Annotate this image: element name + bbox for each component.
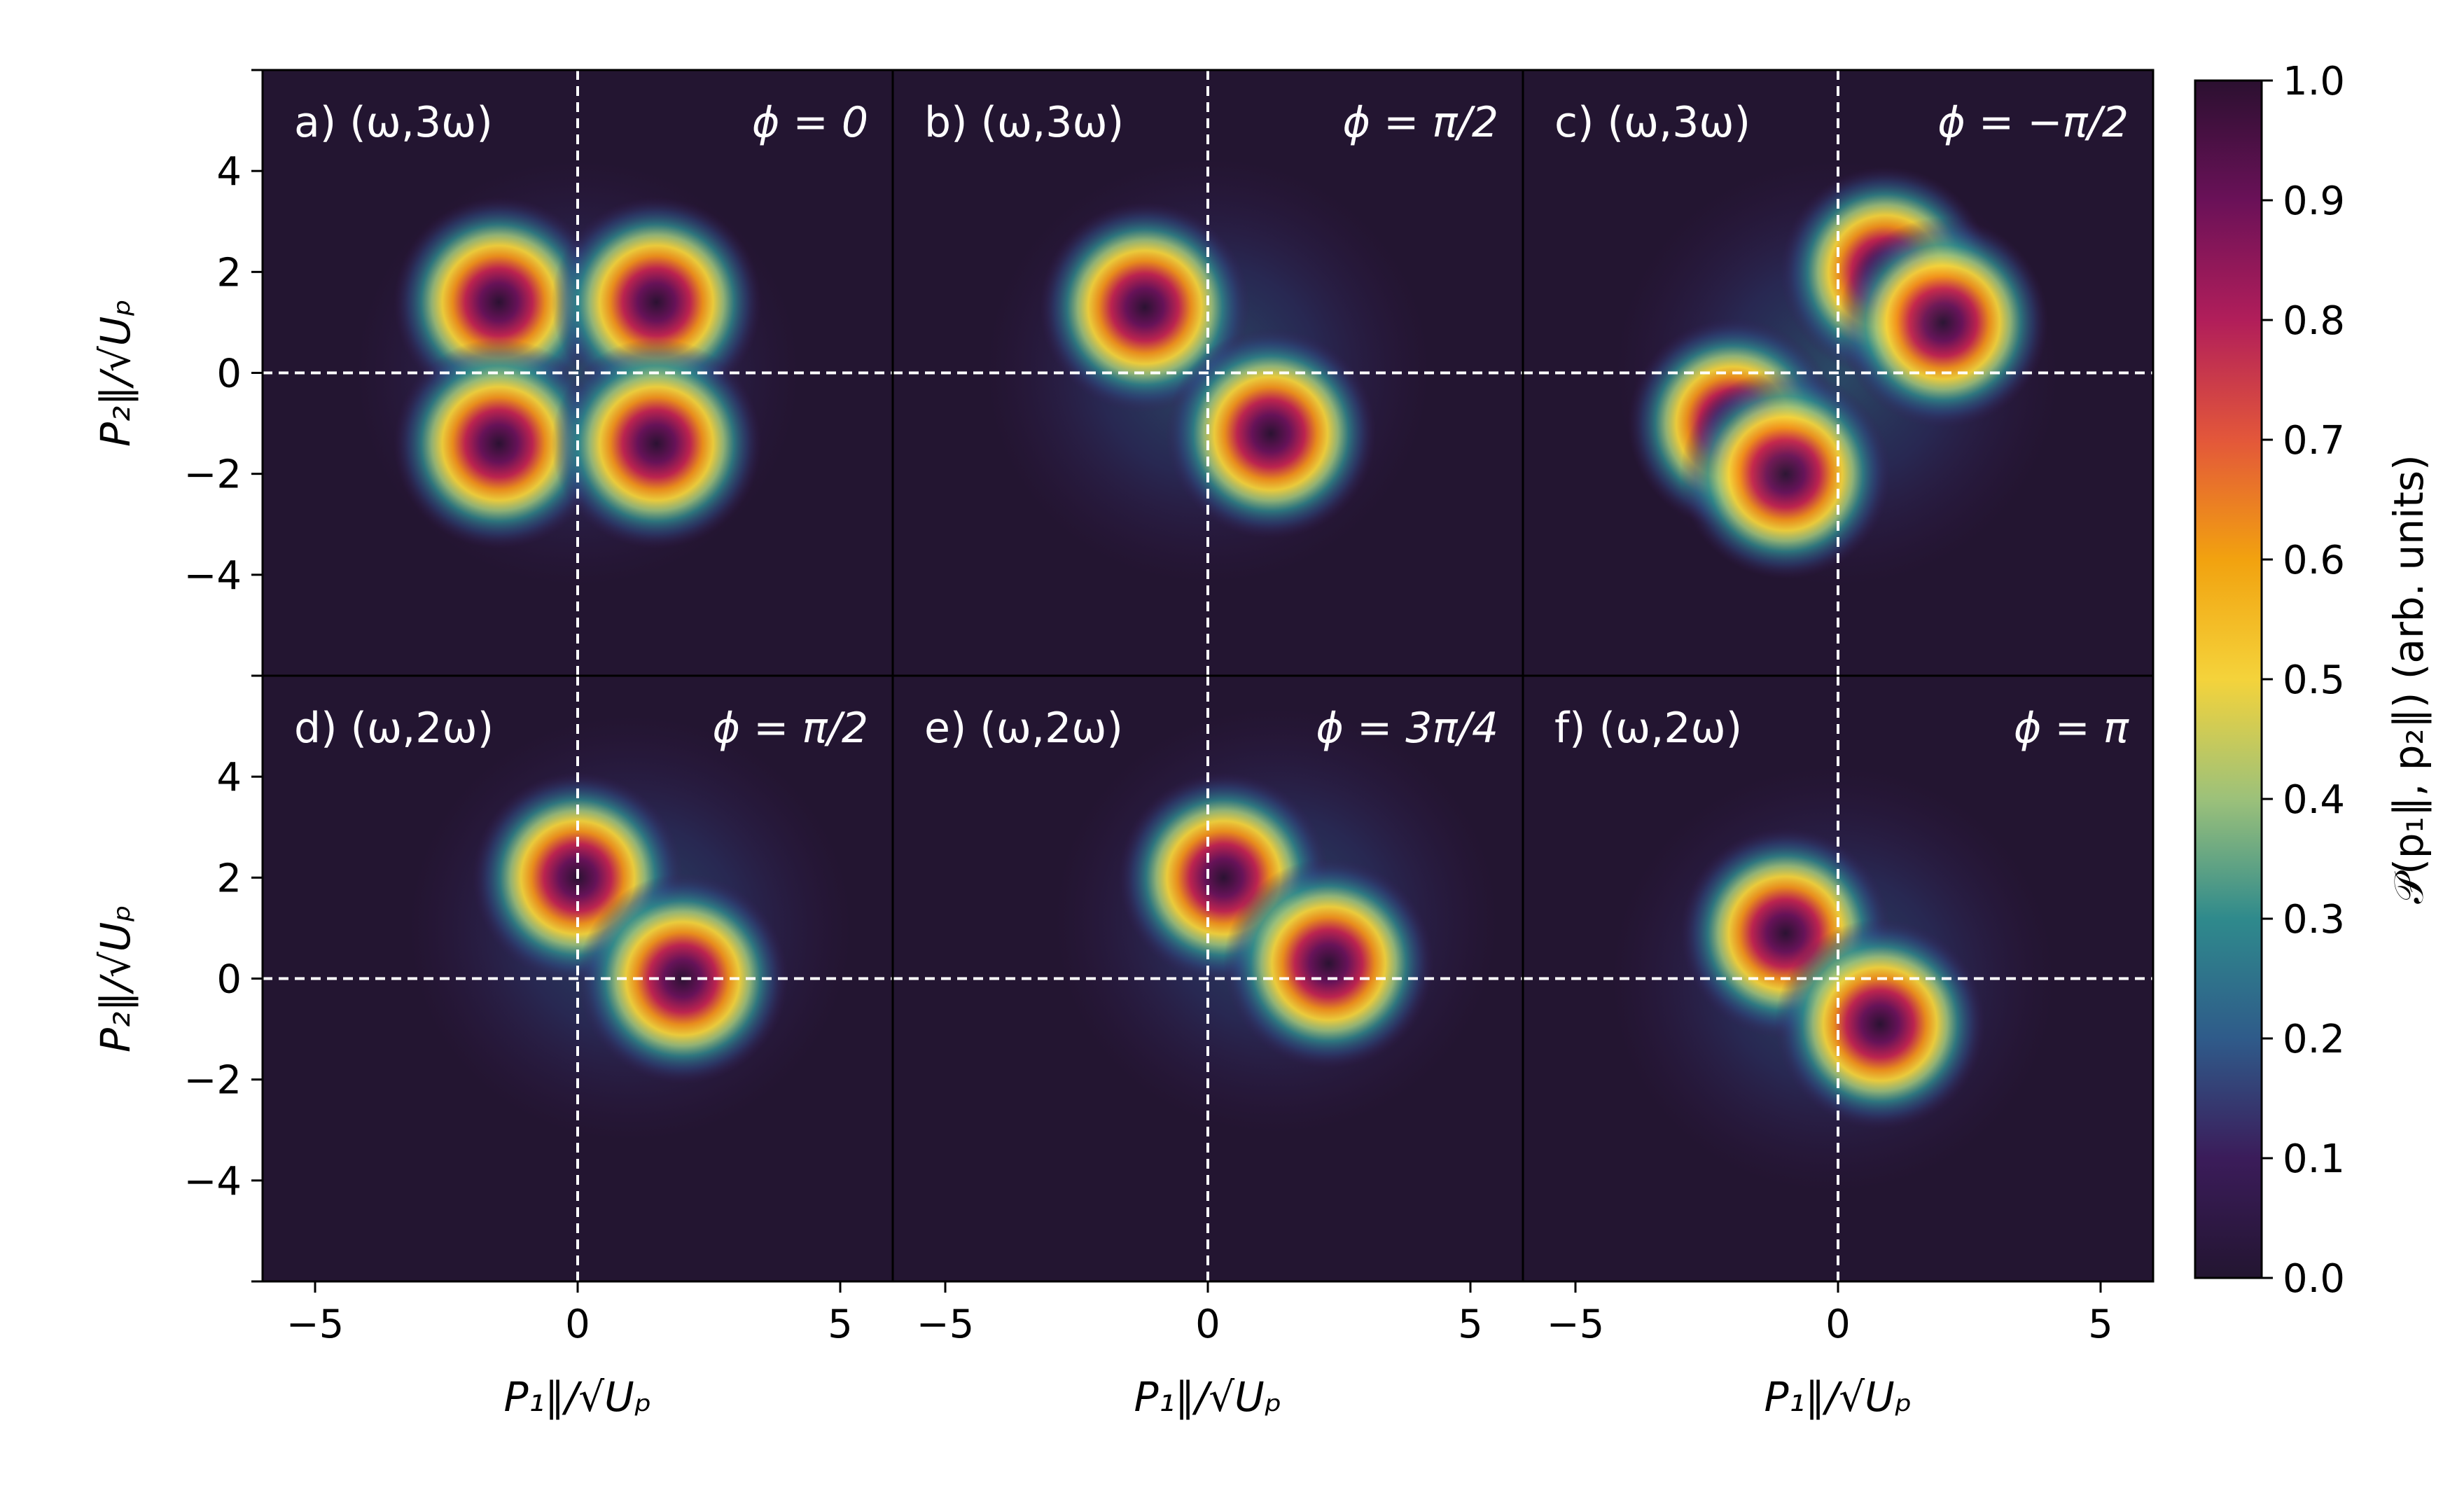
intensity-peak <box>394 338 604 549</box>
phase-label: ϕ = −π/2 <box>1937 98 2129 147</box>
x-tick-label: −5 <box>917 1302 975 1347</box>
y-tick-label: 4 <box>216 755 242 800</box>
y-tick-label: −2 <box>183 1058 242 1104</box>
colorbar-tick-label: 0.7 <box>2283 418 2345 464</box>
phase-label: ϕ = π/2 <box>712 704 868 753</box>
x-tick-label: 5 <box>1458 1302 1483 1347</box>
panel-label: b) (ω,3ω) <box>924 98 1124 147</box>
colorbar: 0.0 0.1 0.2 0.3 0.4 0.5 0.6 0.7 0.8 0.9 1.0 <box>2194 59 2345 1302</box>
panel-label: e) (ω,2ω) <box>924 704 1123 753</box>
panel-b: b) (ω,3ω) ϕ = π/2 <box>893 70 1523 676</box>
intensity-peak <box>1775 919 1985 1129</box>
y-tick-label: 2 <box>216 856 242 901</box>
colorbar-tick-label: 0.3 <box>2283 897 2345 943</box>
panel-label: f) (ω,2ω) <box>1554 704 1742 753</box>
y-tick-label: −4 <box>183 553 242 599</box>
colorbar-tick-label: 1.0 <box>2283 59 2345 104</box>
colorbar-tick-label: 0.6 <box>2283 538 2345 583</box>
colorbar-tick-label: 0.4 <box>2283 777 2345 823</box>
axes: −4 −2 0 2 4 −4 −2 0 2 4 −5 0 5 −5 0 5 −5 0 5 <box>183 69 2153 1347</box>
y-axis-label: P₂∥/√Uₚ <box>92 299 139 447</box>
intensity-map <box>987 158 1428 583</box>
intensity-peak <box>551 338 762 549</box>
intensity-map <box>410 716 851 1141</box>
intensity-peak <box>1223 858 1434 1069</box>
panel-a: a) (ω,3ω) ϕ = 0 <box>263 70 893 676</box>
panel-f: f) (ω,2ω) ϕ = π <box>1523 676 2153 1281</box>
y-axis-label: P₂∥/√Uₚ <box>92 905 139 1052</box>
x-axis-label: P₁∥/√Uₚ <box>1764 1373 1912 1421</box>
x-tick-label: 0 <box>1195 1302 1220 1347</box>
colorbar-tick-label: 0.9 <box>2283 179 2345 224</box>
panel-label: a) (ω,3ω) <box>294 98 493 147</box>
colorbar-tick-label: 0.0 <box>2283 1256 2345 1302</box>
x-tick-label: 5 <box>828 1302 853 1347</box>
x-tick-label: 0 <box>1825 1302 1851 1347</box>
y-tick-label: −4 <box>183 1159 242 1204</box>
x-axis-label: P₁∥/√Uₚ <box>503 1373 651 1421</box>
phase-label: ϕ = π <box>2014 704 2129 753</box>
x-tick-label: −5 <box>1547 1302 1605 1347</box>
x-tick-label: 5 <box>2088 1302 2113 1347</box>
intensity-peak <box>1166 328 1376 538</box>
colorbar-gradient <box>2194 79 2263 1279</box>
panel-label: c) (ω,3ω) <box>1554 98 1750 147</box>
phase-label: ϕ = 0 <box>752 98 868 147</box>
panel-d: d) (ω,2ω) ϕ = π/2 <box>263 676 893 1281</box>
x-axis-label: P₁∥/√Uₚ <box>1134 1373 1281 1421</box>
phase-label: ϕ = π/2 <box>1342 98 1498 147</box>
intensity-map <box>1616 160 2058 585</box>
y-tick-label: 0 <box>216 957 242 1003</box>
y-tick-label: 2 <box>216 250 242 295</box>
colorbar-label: 𝒫(p₁∥, p₂∥) (arb. units) <box>2385 454 2432 903</box>
y-tick-label: 4 <box>216 149 242 195</box>
y-tick-label: −2 <box>183 452 242 498</box>
panel-c: c) (ω,3ω) ϕ = −π/2 <box>1523 70 2153 676</box>
intensity-peak <box>1838 217 2048 428</box>
colorbar-tick-label: 0.8 <box>2283 298 2345 344</box>
panel-e: e) (ω,2ω) ϕ = 3π/4 <box>893 676 1523 1281</box>
intensity-map <box>1055 708 1497 1133</box>
colorbar-tick-label: 0.2 <box>2283 1017 2345 1062</box>
x-tick-label: 0 <box>565 1302 590 1347</box>
colorbar-tick-label: 0.5 <box>2283 658 2345 703</box>
x-tick-label: −5 <box>286 1302 344 1347</box>
intensity-peak <box>1680 368 1891 579</box>
panel-label: d) (ω,2ω) <box>294 704 494 753</box>
y-tick-label: 0 <box>216 352 242 397</box>
colorbar-tick-label: 0.1 <box>2283 1136 2345 1182</box>
phase-label: ϕ = 3π/4 <box>1316 704 1498 753</box>
